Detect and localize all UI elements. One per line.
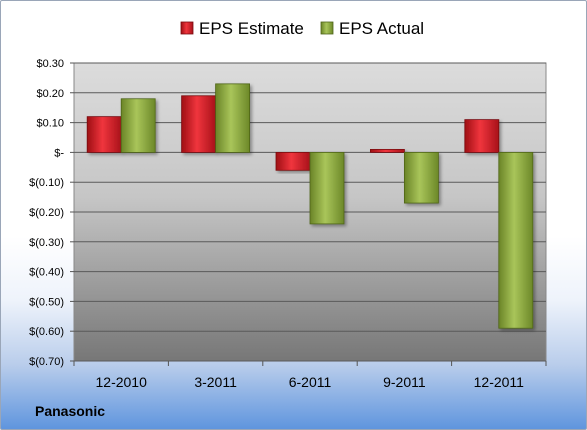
bar-estimate-12-2010 xyxy=(86,116,122,153)
y-tick-label: $(0.60) xyxy=(29,326,64,338)
bar-estimate-9-2011 xyxy=(369,149,405,153)
bars xyxy=(86,83,534,329)
y-axis: $0.30 $0.20 $0.10 $- $(0.10) $(0.20) $(0.30) $(… xyxy=(29,58,74,368)
legend-label-actual: EPS Actual xyxy=(339,19,424,38)
y-tick-label: $(0.10) xyxy=(29,177,64,189)
bar-actual-3-2011 xyxy=(215,83,251,153)
bar-actual-6-2011 xyxy=(309,151,345,225)
x-tick-label: 12-2010 xyxy=(96,374,148,390)
bar-actual-12-2010 xyxy=(120,98,156,153)
y-tick-label: $0.20 xyxy=(36,88,64,100)
company-name: Panasonic xyxy=(35,403,106,419)
legend: EPS Estimate EPS Actual xyxy=(180,19,424,38)
x-tick-label: 12-2011 xyxy=(474,374,525,390)
x-tick-label: 3-2011 xyxy=(194,374,237,390)
bar-estimate-12-2011 xyxy=(464,119,500,153)
y-tick-label: $(0.40) xyxy=(29,267,64,279)
y-tick-label: $(0.50) xyxy=(29,296,64,308)
bar-actual-12-2011 xyxy=(498,151,534,329)
y-tick-label: $(0.30) xyxy=(29,237,64,249)
y-tick-label: $- xyxy=(54,147,64,159)
bar-estimate-3-2011 xyxy=(181,95,217,153)
x-axis: 12-2010 3-2011 6-2011 9-2011 12-2011 xyxy=(73,361,547,390)
bar-actual-9-2011 xyxy=(403,151,439,204)
legend-label-estimate: EPS Estimate xyxy=(199,19,304,38)
y-tick-label: $0.10 xyxy=(36,118,64,130)
y-tick-label: $0.30 xyxy=(36,58,64,70)
x-tick-label: 9-2011 xyxy=(383,374,426,390)
y-tick-label: $(0.20) xyxy=(29,207,64,219)
legend-swatch-estimate xyxy=(180,21,194,35)
gridlines xyxy=(74,62,546,362)
bar-estimate-6-2011 xyxy=(275,151,311,171)
legend-swatch-actual xyxy=(320,21,334,35)
y-tick-label: $(0.70) xyxy=(29,356,64,368)
x-tick-label: 6-2011 xyxy=(289,374,332,390)
